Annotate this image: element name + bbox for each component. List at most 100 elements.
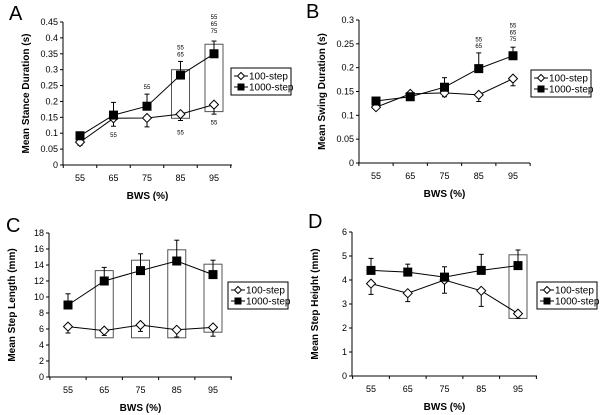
data-point-diamond [62, 321, 74, 332]
data-point-diamond [476, 285, 487, 297]
legend-label: 100-step [555, 286, 594, 297]
data-point-square [371, 96, 381, 106]
legend-label: 1000-step [249, 83, 294, 94]
significance-annotation: 65 [177, 52, 184, 58]
y-tick-label: 2 [39, 356, 44, 366]
data-point-square [508, 51, 518, 61]
legend-square-icon [237, 83, 245, 91]
y-tick-label: 14 [34, 260, 44, 270]
x-axis-label: BWS (%) [424, 402, 466, 413]
x-tick-label: 95 [513, 384, 523, 394]
data-point-diamond [507, 73, 519, 84]
y-tick-label: 8 [39, 308, 44, 318]
y-tick-label: 0.25 [40, 81, 58, 91]
significance-annotation: 55 [475, 38, 482, 44]
significance-annotation: 55 [211, 15, 218, 21]
data-point-square [208, 270, 218, 280]
y-tick-label: 0 [39, 372, 44, 382]
y-tick-label: 10 [34, 292, 44, 302]
y-tick-label: 3 [342, 299, 347, 309]
data-point-square [109, 110, 118, 120]
y-tick-label: 0.25 [336, 39, 354, 49]
data-point-square [142, 101, 152, 111]
y-tick-label: 0.1 [45, 128, 58, 138]
x-tick-label: 55 [366, 384, 376, 394]
y-tick-label: 0.1 [341, 110, 354, 120]
data-point-diamond [175, 108, 186, 120]
data-point-diamond [402, 287, 413, 299]
y-tick-label: 5 [342, 251, 347, 261]
x-tick-label: 95 [209, 173, 219, 183]
data-point-diamond [208, 99, 220, 110]
significance-annotation: 65 [475, 44, 482, 50]
data-point-diamond [99, 325, 110, 336]
y-tick-label: 1 [342, 347, 347, 357]
y-tick-label: 0.4 [45, 33, 58, 43]
legend-label: 1000-step [555, 297, 600, 308]
x-tick-label: 55 [75, 173, 85, 183]
y-tick-label: 0.45 [40, 17, 58, 27]
x-tick-label: 95 [508, 171, 518, 181]
data-point-square [209, 49, 219, 59]
y-tick-label: 0.05 [336, 134, 354, 144]
x-tick-label: 75 [439, 384, 449, 394]
x-tick-label: 75 [135, 385, 145, 395]
x-tick-label: 85 [474, 171, 484, 181]
legend-square-icon [234, 297, 242, 305]
data-point-square [75, 131, 85, 141]
data-point-diamond [171, 324, 182, 336]
y-tick-label: 0.2 [341, 63, 354, 73]
data-point-diamond [473, 89, 484, 101]
y-tick-label: 4 [39, 340, 44, 350]
x-tick-label: 55 [371, 171, 381, 181]
x-tick-label: 65 [99, 385, 109, 395]
x-tick-label: 85 [476, 384, 486, 394]
x-axis-label: BWS (%) [120, 403, 162, 414]
significance-annotation: 55 [144, 85, 151, 91]
x-tick-label: 65 [403, 384, 413, 394]
y-axis-label: Mean Stance Duration (s) [21, 33, 32, 153]
data-point-square [476, 265, 486, 275]
x-tick-label: 55 [63, 385, 73, 395]
y-tick-label: 0 [342, 371, 347, 381]
y-tick-label: 6 [342, 227, 347, 237]
significance-annotation: 55 [510, 24, 517, 30]
legend-label: 1000-step [549, 85, 594, 96]
y-tick-label: 2 [342, 323, 347, 333]
x-tick-label: 95 [208, 385, 218, 395]
legend-diamond-icon [542, 285, 552, 295]
panel-c: C 0 2 4 6 8 10 12 14 16 18 55 65 75 85 95 BWS (%) Mean St… [6, 215, 291, 414]
data-point-square [405, 92, 415, 102]
panel-letter: C [6, 215, 20, 237]
y-tick-label: 0.15 [40, 112, 58, 122]
data-point-square [440, 82, 449, 92]
x-tick-label: 65 [108, 173, 118, 183]
data-point-square [172, 256, 182, 266]
significance-annotation: 55 [211, 121, 218, 127]
data-point-square [513, 261, 523, 271]
legend-label: 100-step [249, 72, 288, 83]
x-tick-label: 75 [142, 173, 152, 183]
significance-annotation: 55 [177, 131, 184, 137]
data-point-square [403, 267, 413, 277]
data-point-diamond [141, 112, 153, 124]
panel-letter: D [308, 211, 322, 233]
y-tick-label: 0.3 [341, 15, 354, 25]
data-point-square [440, 272, 449, 282]
y-tick-label: 6 [39, 324, 44, 334]
y-tick-label: 18 [34, 228, 44, 238]
data-point-diamond [512, 308, 524, 319]
x-tick-label: 75 [439, 171, 449, 181]
data-point-square [366, 265, 376, 275]
y-tick-label: 0.15 [336, 87, 354, 97]
y-tick-label: 0.35 [40, 49, 58, 59]
legend-diamond-icon [536, 73, 546, 83]
data-point-diamond [207, 322, 219, 333]
y-axis-label: Mean Swing Duration (s) [317, 33, 328, 150]
legend-diamond-icon [236, 71, 246, 81]
y-tick-label: 0.2 [45, 96, 58, 106]
data-point-square [99, 276, 109, 286]
